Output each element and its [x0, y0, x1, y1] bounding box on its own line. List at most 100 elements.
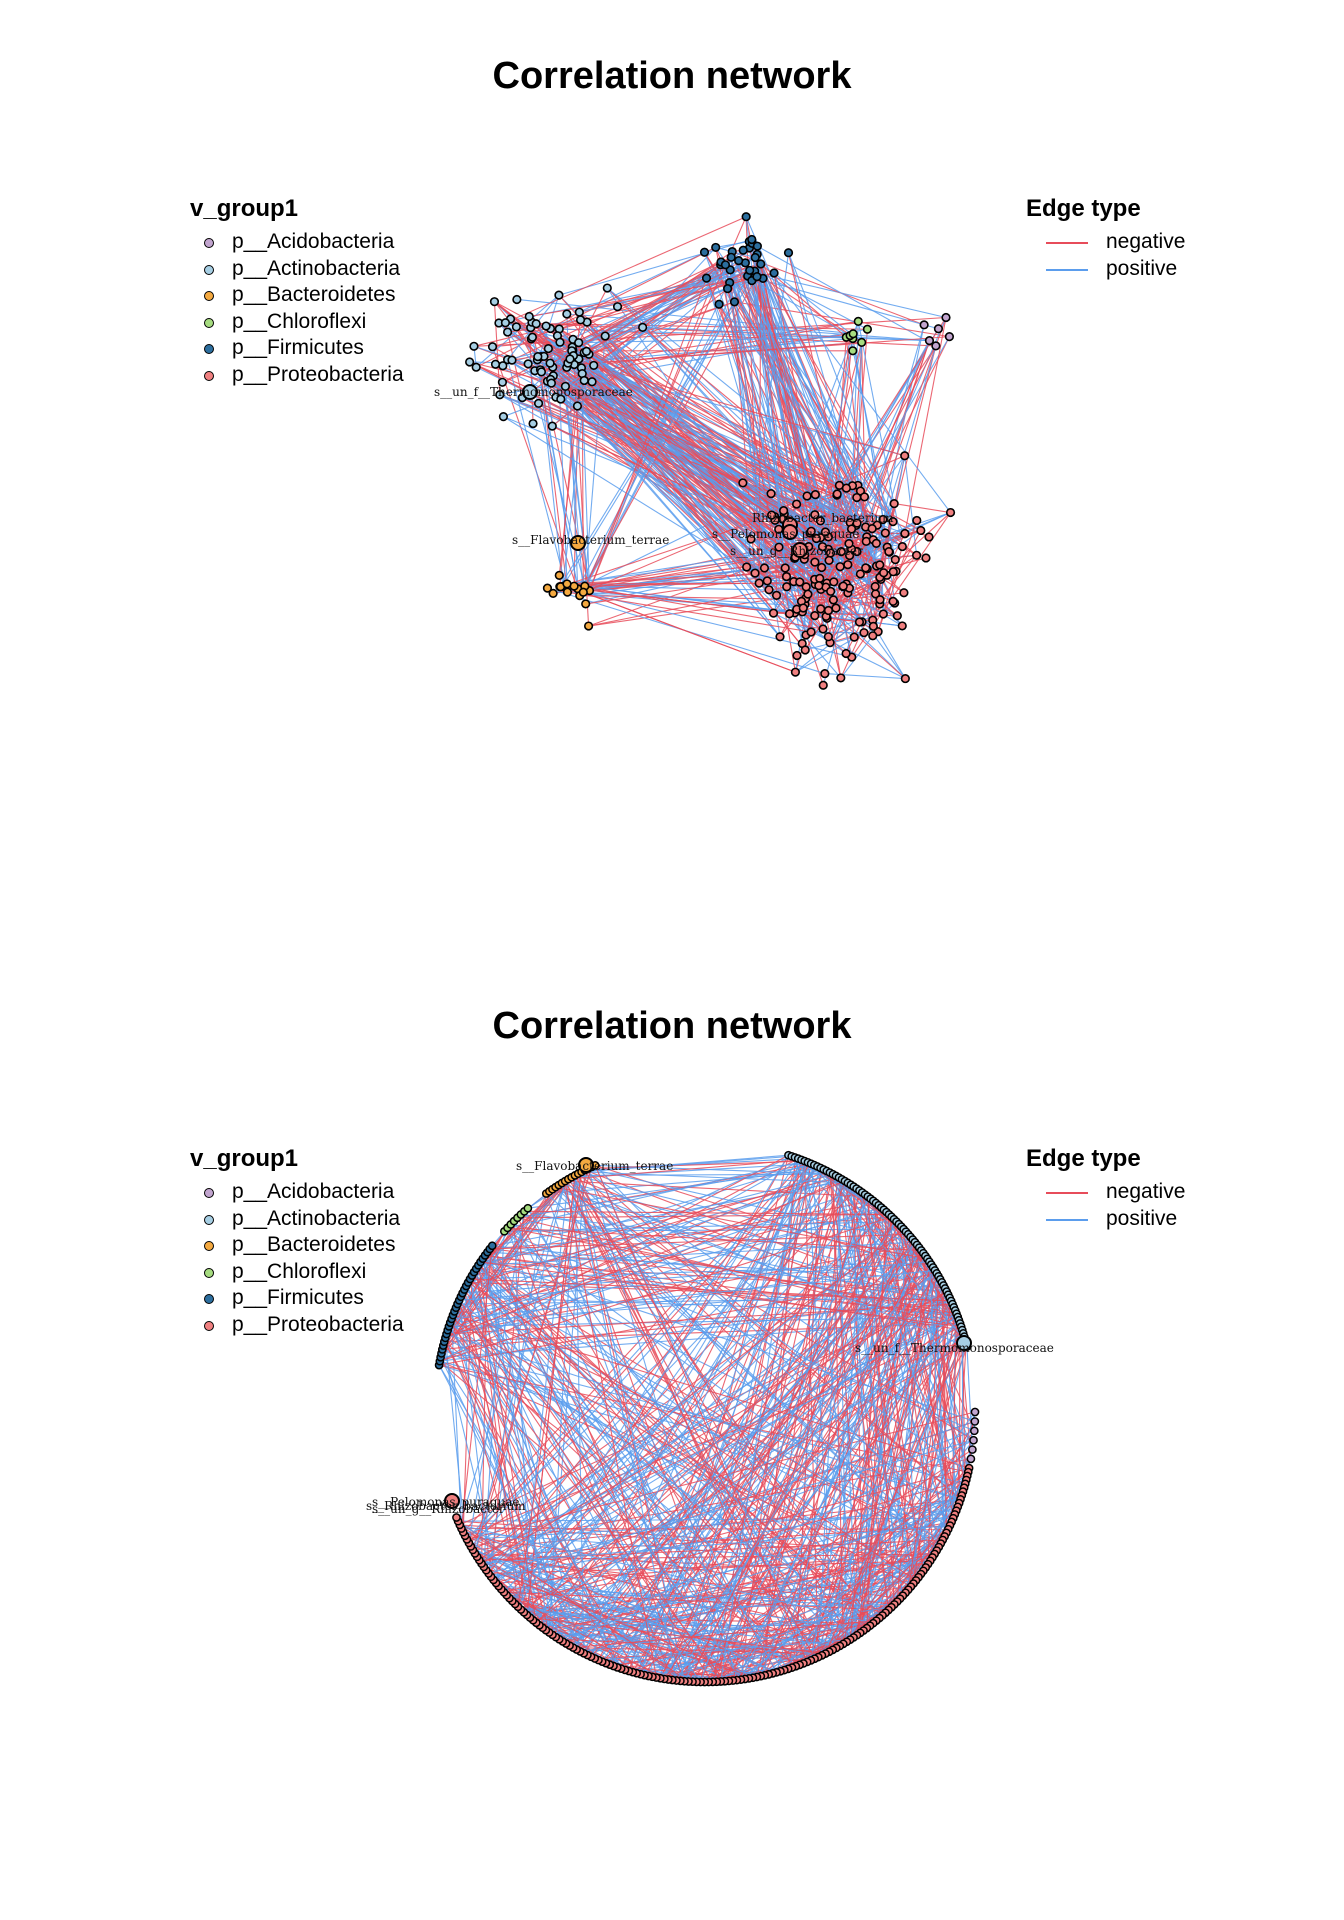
legend-item-actinobacteria: p__Actinobacteria	[190, 1206, 404, 1233]
node-proteobacteria	[815, 573, 825, 583]
node-actinobacteria	[574, 307, 584, 317]
node-proteobacteria	[841, 483, 851, 493]
node-proteobacteria	[771, 590, 782, 600]
node-proteobacteria	[884, 547, 894, 557]
node-proteobacteria	[852, 492, 862, 503]
node-acidobacteria	[931, 341, 941, 351]
negative-edge	[574, 341, 862, 366]
positive-edge	[469, 361, 575, 366]
node-proteobacteria	[867, 524, 877, 534]
node-firmicutes	[752, 241, 762, 251]
negative-edge	[443, 1341, 638, 1674]
node-firmicutes	[745, 265, 755, 275]
node-firmicutes	[783, 248, 794, 258]
node-label: s__Pelomonas_puraquae	[372, 1495, 519, 1509]
node-actinobacteria	[507, 355, 517, 365]
node-proteobacteria	[861, 563, 871, 573]
positive-edge	[470, 1166, 818, 1547]
legend-dot-proteobacteria	[204, 1320, 214, 1331]
node-proteobacteria	[817, 542, 828, 552]
node-firmicutes	[752, 272, 762, 282]
negative-edge	[493, 301, 501, 395]
negative-edge	[856, 1242, 916, 1636]
positive-edge	[444, 1337, 466, 1536]
positive-edge	[594, 1164, 949, 1530]
negative-edge	[827, 333, 854, 550]
positive-edge	[756, 276, 853, 658]
negative-edge	[756, 246, 817, 539]
negative-edge	[613, 1622, 874, 1667]
node-firmicutes	[741, 212, 751, 222]
positive-edge	[556, 335, 591, 591]
negative-edge	[540, 369, 829, 638]
legend-label: positive	[1106, 256, 1178, 280]
positive-edge	[601, 1221, 897, 1662]
node-actinobacteria	[498, 411, 509, 422]
node-proteobacteria	[806, 627, 816, 637]
node-proteobacteria	[879, 568, 889, 578]
negative-edge	[526, 1154, 789, 1616]
node-chloroflexi	[857, 337, 867, 347]
node-firmicutes	[756, 259, 766, 269]
positive-edge	[482, 1258, 560, 1640]
node-actinobacteria	[562, 309, 572, 319]
negative-edge	[564, 1180, 808, 1663]
positive-edge	[858, 1190, 956, 1515]
legend-label: p__Proteobacteria	[232, 1312, 404, 1336]
negative-edge	[856, 1267, 934, 1636]
node-proteobacteria	[897, 541, 907, 552]
negative-edge	[894, 503, 951, 514]
legend-label: p__Firmicutes	[232, 1286, 364, 1310]
negative-edge	[559, 358, 580, 587]
positive-edge	[581, 1155, 792, 1173]
negative-edge	[663, 1273, 938, 1680]
negative-edge	[573, 364, 806, 651]
negative-edge	[861, 1192, 924, 1571]
node-chloroflexi	[862, 324, 872, 334]
negative-edge	[457, 1303, 714, 1683]
edge-legend-title: Edge type	[1026, 1145, 1141, 1172]
negative-edge	[505, 216, 747, 324]
positive-edge	[483, 1267, 934, 1568]
positive-edge	[546, 381, 553, 427]
positive-edge	[465, 1285, 742, 1680]
node-proteobacteria	[810, 557, 820, 567]
node-actinobacteria	[511, 322, 521, 332]
negative-edge	[958, 1323, 961, 1504]
node-actinobacteria	[528, 418, 538, 429]
negative-edge	[472, 1166, 593, 1551]
negative-edge	[642, 326, 917, 556]
legend-dot-firmicutes	[204, 344, 214, 355]
positive-edge	[773, 272, 863, 343]
node-firmicutes	[729, 297, 740, 307]
negative-edge	[468, 1281, 952, 1302]
legend-label: p__Actinobacteria	[232, 256, 401, 280]
node-proteobacteria	[835, 562, 845, 572]
positive-edge	[478, 1241, 915, 1266]
node-acidobacteria	[933, 324, 944, 334]
node-label: s__un_f__Thermomonosporaceae	[434, 385, 633, 399]
negative-edge	[907, 1300, 952, 1590]
positive-edge	[787, 252, 894, 522]
negative-edge	[578, 358, 865, 498]
negative-edge	[535, 1241, 916, 1624]
node-acidobacteria	[968, 1445, 977, 1454]
positive-edge	[840, 635, 874, 679]
node-firmicutes	[711, 242, 721, 253]
node-proteobacteria	[762, 576, 772, 586]
nodes	[465, 212, 956, 690]
node-proteobacteria	[836, 673, 846, 683]
positive-edge	[835, 1175, 858, 1636]
network-graph-circle: s__Flavobacterium_terrae s__un_f__Thermom…	[366, 1150, 1054, 1687]
node-actinobacteria	[490, 359, 501, 369]
node-proteobacteria	[841, 648, 851, 659]
hub-node	[792, 542, 808, 558]
node-proteobacteria	[892, 611, 902, 621]
node-proteobacteria	[825, 548, 836, 558]
positive-edge	[520, 1179, 569, 1610]
negative-edge	[468, 1163, 812, 1544]
node-proteobacteria	[871, 538, 881, 548]
negative-edge	[481, 1291, 947, 1565]
positive-edge	[559, 1506, 958, 1640]
positive-edge	[849, 335, 896, 560]
